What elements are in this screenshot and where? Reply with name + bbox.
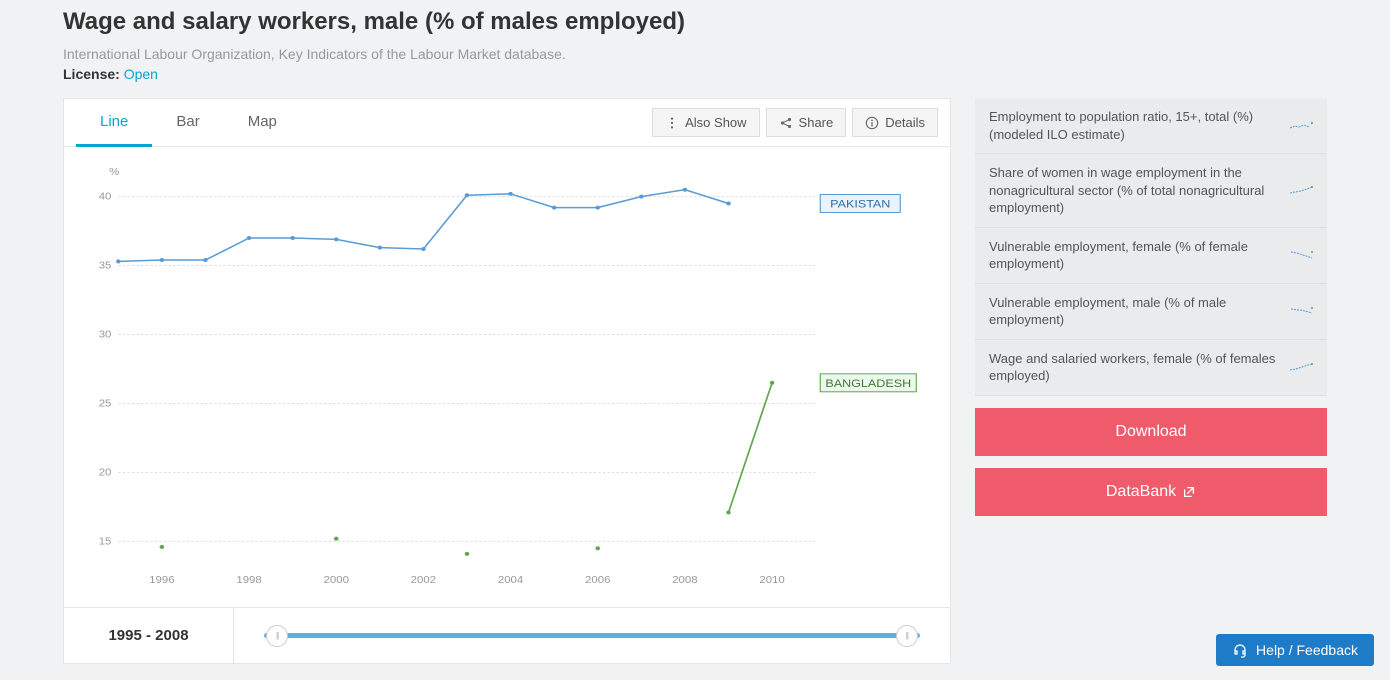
databank-button[interactable]: DataBank	[975, 468, 1327, 516]
license-label: License:	[63, 66, 120, 82]
related-item[interactable]: Vulnerable employment, female (% of fema…	[975, 228, 1327, 284]
svg-text:40: 40	[99, 191, 112, 202]
svg-text:15: 15	[99, 536, 112, 547]
page-header: Wage and salary workers, male (% of male…	[63, 0, 1327, 98]
dots-vertical-icon	[665, 116, 679, 130]
svg-text:2004: 2004	[498, 575, 523, 586]
details-label: Details	[885, 115, 925, 130]
time-range-label: 1995 - 2008	[64, 608, 234, 663]
slider-track	[264, 633, 920, 638]
svg-text:PAKISTAN: PAKISTAN	[830, 197, 890, 210]
svg-text:2010: 2010	[759, 575, 784, 586]
tab-bar[interactable]: Bar	[152, 99, 223, 147]
databank-label: DataBank	[1106, 483, 1176, 501]
svg-text:2006: 2006	[585, 575, 610, 586]
related-item-label: Share of women in wage employment in the…	[989, 164, 1289, 217]
headset-icon	[1232, 642, 1248, 658]
svg-text:2002: 2002	[411, 575, 436, 586]
related-item[interactable]: Share of women in wage employment in the…	[975, 154, 1327, 228]
related-item-label: Vulnerable employment, female (% of fema…	[989, 238, 1289, 273]
chart-area: % 15 20 25 30 35 40 1996 1998 2000 2002 2004 2006 200…	[64, 147, 950, 607]
page-subtitle: International Labour Organization, Key I…	[63, 46, 1327, 62]
related-item-label: Employment to population ratio, 15+, tot…	[989, 108, 1289, 143]
svg-text:35: 35	[99, 260, 112, 271]
sparkline-icon	[1289, 360, 1313, 374]
help-feedback-button[interactable]: Help / Feedback	[1216, 634, 1374, 666]
sparkline-icon	[1289, 119, 1313, 133]
also-show-label: Also Show	[685, 115, 746, 130]
svg-text:%: %	[109, 167, 120, 178]
time-range-slider[interactable]	[234, 608, 950, 663]
side-panel: Employment to population ratio, 15+, tot…	[975, 98, 1327, 664]
download-label: Download	[1115, 423, 1186, 441]
line-chart: % 15 20 25 30 35 40 1996 1998 2000 2002 2004 2006 200…	[84, 159, 930, 599]
slider-handle-end[interactable]	[896, 625, 918, 647]
tab-map[interactable]: Map	[224, 99, 301, 147]
time-range-row: 1995 - 2008	[64, 607, 950, 663]
related-item-label: Vulnerable employment, male (% of male e…	[989, 294, 1289, 329]
chart-tabs: Line Bar Map Also Show Share Details	[64, 99, 950, 147]
download-button[interactable]: Download	[975, 408, 1327, 456]
svg-text:25: 25	[99, 398, 112, 409]
also-show-button[interactable]: Also Show	[652, 108, 759, 137]
license-row: License: Open	[63, 66, 1327, 82]
svg-text:2000: 2000	[324, 575, 349, 586]
slider-handle-start[interactable]	[266, 625, 288, 647]
svg-text:1998: 1998	[236, 575, 261, 586]
svg-text:BANGLADESH: BANGLADESH	[825, 377, 911, 390]
details-button[interactable]: Details	[852, 108, 938, 137]
related-item[interactable]: Vulnerable employment, male (% of male e…	[975, 284, 1327, 340]
sparkline-icon	[1289, 248, 1313, 262]
license-link[interactable]: Open	[124, 66, 158, 82]
info-icon	[865, 116, 879, 130]
page-title: Wage and salary workers, male (% of male…	[63, 8, 1327, 36]
tab-line[interactable]: Line	[76, 99, 152, 147]
share-icon	[779, 116, 793, 130]
svg-text:20: 20	[99, 467, 112, 478]
related-indicators-list: Employment to population ratio, 15+, tot…	[975, 98, 1327, 396]
related-item[interactable]: Wage and salaried workers, female (% of …	[975, 340, 1327, 396]
share-label: Share	[799, 115, 834, 130]
help-feedback-label: Help / Feedback	[1256, 642, 1358, 658]
external-link-icon	[1182, 485, 1196, 499]
svg-text:30: 30	[99, 329, 112, 340]
svg-text:2008: 2008	[672, 575, 697, 586]
sparkline-icon	[1289, 304, 1313, 318]
sparkline-icon	[1289, 183, 1313, 197]
chart-panel: Line Bar Map Also Show Share Details	[63, 98, 951, 664]
related-item-label: Wage and salaried workers, female (% of …	[989, 350, 1289, 385]
share-button[interactable]: Share	[766, 108, 847, 137]
related-item[interactable]: Employment to population ratio, 15+, tot…	[975, 98, 1327, 154]
svg-text:1996: 1996	[149, 575, 174, 586]
